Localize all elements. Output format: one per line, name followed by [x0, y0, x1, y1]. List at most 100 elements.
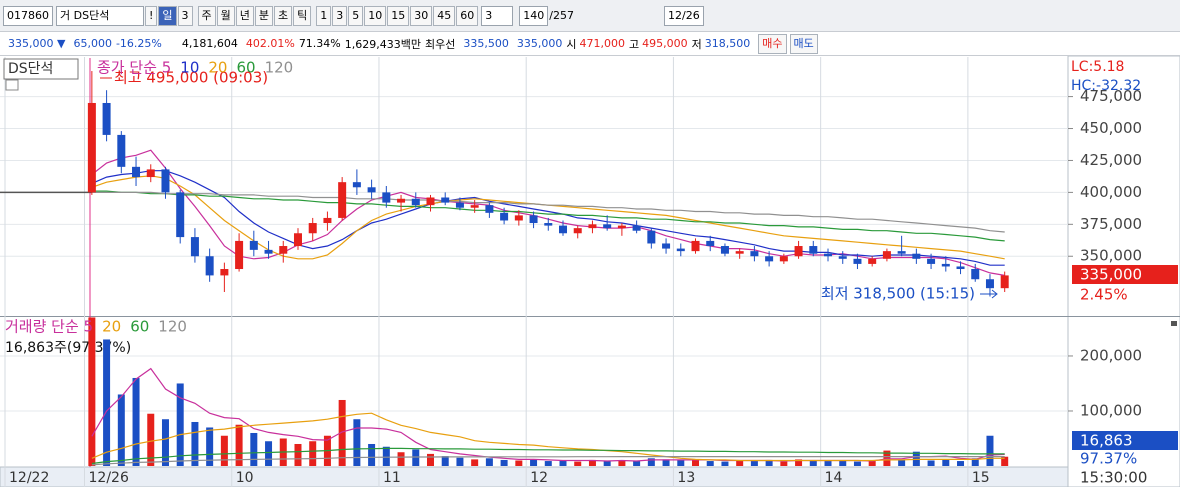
y-tick-label: 350,000 — [1080, 247, 1142, 265]
date[interactable]: 12/26 — [664, 5, 704, 26]
plot-bg — [0, 56, 1068, 467]
candle-body — [249, 240, 258, 250]
volume-bar — [559, 460, 567, 466]
candle-body — [720, 246, 729, 254]
best-label: 최우선 — [425, 37, 456, 51]
count-select[interactable]: 3 — [481, 5, 514, 26]
unit-button[interactable]: 주 — [197, 5, 216, 26]
y-tick-label: 475,000 — [1080, 87, 1142, 105]
time-label: 15:30:00 — [1080, 469, 1147, 487]
unit-button[interactable]: 월 — [216, 5, 235, 26]
ma-line — [91, 190, 1005, 242]
candle-body — [794, 246, 803, 257]
candle-body — [750, 251, 759, 257]
unit-button[interactable]: 초 — [274, 5, 293, 26]
volume-bar — [971, 458, 979, 466]
minute-button[interactable]: 1 — [316, 5, 332, 26]
volume-bar — [544, 461, 552, 466]
volume-bar — [839, 460, 847, 466]
volume-bar — [853, 461, 861, 466]
minute-button[interactable]: 30 — [410, 5, 433, 26]
candle-body — [1000, 275, 1009, 289]
volume-bar — [235, 424, 243, 466]
candle-body — [146, 169, 155, 178]
y-tick-label: 425,000 — [1080, 151, 1142, 169]
volume-bar — [515, 460, 523, 466]
candle-body — [632, 225, 641, 231]
volume-bar — [471, 459, 479, 466]
unit-button[interactable]: 년 — [235, 5, 254, 26]
unit-button[interactable]: 분 — [254, 5, 274, 26]
candle-body — [397, 198, 406, 203]
high-annotation: 최고 495,000 (09:03) — [114, 69, 268, 87]
unit-button[interactable]: 틱 — [293, 5, 312, 26]
candle-body — [941, 263, 950, 267]
ma-line — [91, 456, 1005, 466]
bid: 335,000 — [516, 37, 563, 50]
candle-body — [573, 228, 582, 234]
minute-button[interactable]: 15 — [387, 5, 410, 26]
sell-button[interactable]: 매도 — [789, 33, 818, 54]
volume-bar — [898, 459, 906, 466]
menu-icon[interactable] — [5, 79, 19, 91]
y-tick-label: 100,000 — [1080, 401, 1142, 419]
candle-body — [838, 256, 847, 259]
legend-entry: 60 — [236, 59, 255, 77]
candle-body — [588, 224, 597, 229]
volume-bar — [441, 456, 449, 466]
candle-body — [235, 240, 244, 270]
legend-entry: 20 — [208, 59, 227, 77]
minute-button[interactable]: 5 — [348, 5, 364, 26]
volume-bar — [574, 461, 582, 466]
candle-body — [824, 253, 833, 257]
count[interactable]: 140 — [519, 5, 549, 26]
volume-bar — [265, 441, 273, 466]
ma-line — [91, 170, 1005, 266]
candle-body — [485, 205, 494, 213]
minute-button[interactable]: 60 — [456, 5, 479, 26]
x-tick-label: 13 — [677, 470, 695, 486]
y-tick-label: 375,000 — [1080, 215, 1142, 233]
period-button[interactable]: 일 — [158, 5, 177, 26]
minute-button[interactable]: 10 — [364, 5, 387, 26]
candle-body — [529, 215, 538, 224]
candle-body — [470, 205, 479, 208]
volume-bar — [147, 413, 155, 466]
x-tick-label: 14 — [825, 470, 843, 486]
volume-bar — [692, 459, 700, 466]
candle-body — [912, 253, 921, 259]
price: 335,000 ▼ — [8, 37, 66, 50]
minute-button[interactable]: 3 — [332, 5, 348, 26]
volume-bar — [942, 459, 950, 466]
panel-icon[interactable] — [1171, 321, 1177, 326]
stock-name[interactable]: 거 DS단석 — [56, 5, 144, 26]
stock-code[interactable]: 017860 — [3, 5, 53, 26]
candle-body — [161, 169, 170, 193]
period-n[interactable]: 3 — [177, 5, 193, 26]
buy-button[interactable]: 매수 — [758, 33, 787, 54]
change-pct: -16.25% — [115, 37, 162, 50]
ma-line — [91, 412, 1005, 462]
last-pct: 2.45% — [1080, 286, 1128, 304]
minute-button[interactable]: 45 — [433, 5, 456, 26]
legend-entry: 20 — [102, 318, 121, 336]
legend-entry: 120 — [158, 318, 187, 336]
candle-body — [691, 240, 700, 252]
candle-body — [279, 246, 288, 254]
candle-body — [514, 215, 523, 221]
alert-button[interactable]: ! — [145, 5, 158, 26]
last-volume: 16,863 — [1080, 432, 1133, 450]
candle-body — [544, 223, 553, 226]
volume-bar — [780, 461, 788, 466]
turnover: 71.34% — [298, 37, 341, 50]
hc-label: HC:-32.32 — [1071, 78, 1141, 94]
y-tick-label: 200,000 — [1080, 346, 1142, 364]
legend-entry: 거래량 단순 5 — [5, 318, 93, 336]
candle-body — [455, 202, 464, 208]
volume-bar — [117, 394, 125, 466]
change: 65,000 — [73, 37, 112, 50]
candle-body — [500, 212, 509, 221]
volume-info: 16,863주(97.37%) — [5, 340, 131, 356]
low-annotation: 최저 318,500 (15:15) — [821, 285, 975, 303]
